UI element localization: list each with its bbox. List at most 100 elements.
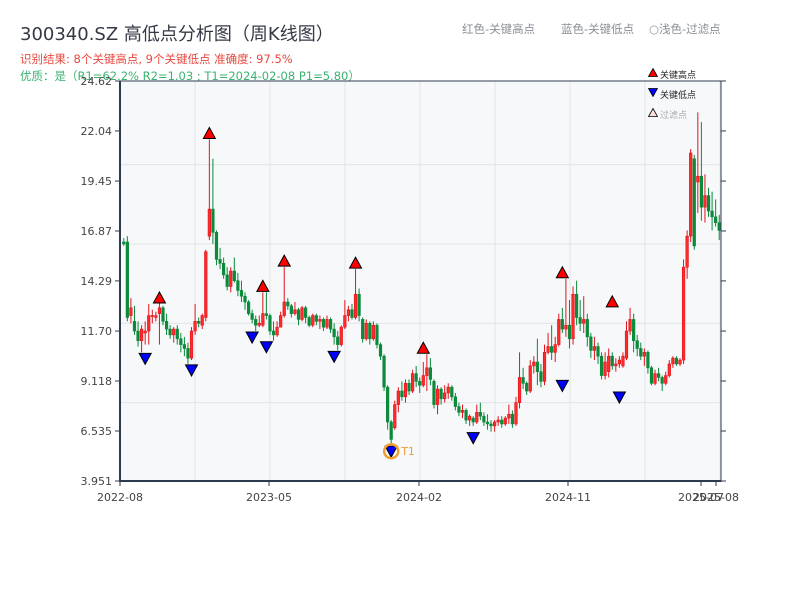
candle-body	[132, 321, 137, 332]
key-high-marker	[277, 254, 292, 267]
candle-body	[621, 355, 625, 367]
candle-body	[275, 326, 279, 336]
candle-body	[485, 421, 490, 425]
key-low-marker	[138, 352, 153, 366]
candle-body	[685, 235, 689, 268]
chart-legend: 关键高点 关键低点 过滤点	[646, 64, 696, 124]
hint-red-high: 红色-关键高点	[462, 22, 536, 36]
candle-body	[271, 330, 276, 336]
candle-body	[350, 309, 354, 318]
candle-body	[328, 319, 333, 330]
candle-body	[207, 208, 211, 237]
x-tick-label: 2024-11	[545, 491, 591, 504]
candle-body	[607, 355, 611, 372]
y-tick-label: 24.62	[81, 75, 113, 88]
candle-body	[678, 359, 682, 365]
candle-body	[407, 382, 411, 392]
pivot-markers: T1	[138, 126, 627, 460]
candle-body	[703, 195, 707, 208]
key-high-marker	[255, 279, 270, 292]
x-tick-label: 2025-07	[678, 491, 724, 504]
candle-body	[507, 413, 511, 419]
candle-body	[674, 357, 679, 365]
candle-body	[286, 301, 290, 307]
candle-body	[339, 326, 343, 345]
x-tick-label: 2025-08	[693, 491, 739, 504]
candle-body	[471, 417, 475, 423]
candle-body	[236, 280, 240, 291]
candle-body	[179, 338, 183, 345]
key-low-marker	[327, 350, 341, 364]
candle-body	[321, 319, 326, 328]
candle-body	[268, 315, 272, 332]
candle-body	[521, 377, 525, 384]
candle-body	[582, 319, 586, 324]
candle-body	[193, 321, 197, 332]
candle-body	[557, 319, 561, 345]
candle-body	[197, 321, 201, 324]
candle-body	[368, 322, 372, 340]
candle-body	[689, 152, 693, 237]
candle-body	[246, 301, 251, 314]
candle-body	[150, 315, 154, 317]
candle-body	[614, 363, 618, 367]
candle-body	[646, 352, 650, 369]
triangle-up-red-icon	[646, 67, 660, 80]
candle-body	[364, 322, 368, 340]
key-high-marker	[202, 126, 217, 139]
candle-body	[457, 406, 461, 413]
candle-body	[592, 346, 597, 351]
candle-body	[140, 328, 144, 342]
candle-body	[692, 158, 696, 247]
candle-body	[157, 307, 162, 314]
candle-body	[293, 309, 297, 314]
key-high-marker	[555, 265, 570, 279]
candle-body	[282, 301, 286, 316]
candle-body	[535, 361, 539, 372]
candle-body	[639, 348, 643, 357]
key-low-marker	[555, 379, 570, 393]
candle-body	[574, 293, 579, 318]
candle-body	[254, 319, 258, 326]
key-low-marker	[184, 364, 199, 377]
candle-body	[175, 328, 179, 340]
candle-body	[168, 328, 172, 336]
candle-body	[307, 317, 311, 326]
key-low-marker	[384, 445, 399, 459]
grid-lines	[120, 81, 721, 481]
candle-body	[664, 375, 668, 384]
candle-body	[489, 423, 493, 427]
key-high-marker	[416, 341, 431, 354]
candle-body	[243, 295, 247, 303]
candle-body	[596, 346, 600, 357]
candle-body	[510, 413, 515, 425]
candle-body	[289, 305, 293, 314]
candle-body	[564, 324, 568, 330]
candle-body	[696, 175, 700, 183]
candle-body	[147, 315, 151, 332]
candle-body	[610, 355, 614, 367]
candle-body	[311, 315, 315, 326]
candle-body	[624, 330, 629, 359]
y-tick-label: 16.87	[81, 225, 113, 238]
candle-body	[425, 367, 429, 376]
candle-body	[432, 381, 436, 405]
key-low-marker	[259, 341, 274, 354]
candle-body	[218, 259, 222, 264]
candle-body	[211, 208, 215, 233]
candle-body	[154, 315, 158, 318]
candle-body	[553, 344, 557, 353]
t1-label: T1	[400, 445, 415, 458]
candle-body	[189, 330, 194, 359]
y-tick-label: 14.29	[81, 275, 113, 288]
candle-body	[325, 319, 329, 328]
y-tick-label: 22.04	[81, 125, 113, 138]
candle-body	[482, 415, 486, 423]
candle-body	[532, 361, 536, 367]
candle-body	[250, 313, 254, 320]
candle-body	[699, 175, 703, 208]
candle-body	[172, 328, 176, 336]
key-high-marker	[152, 290, 167, 304]
candle-body	[628, 319, 632, 332]
candle-body	[386, 386, 390, 423]
